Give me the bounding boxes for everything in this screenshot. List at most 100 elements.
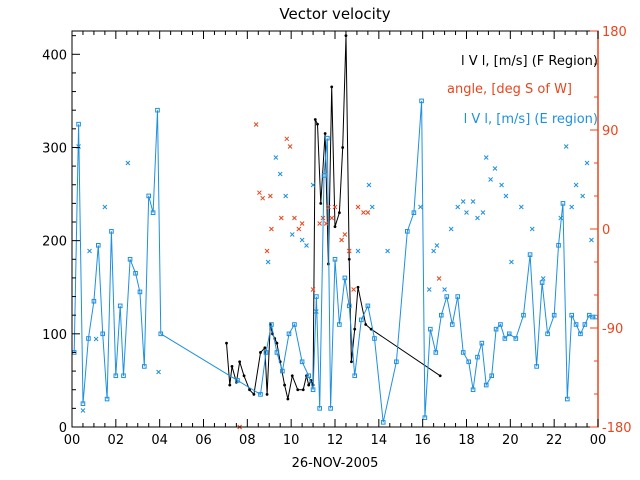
data-point [150, 210, 156, 215]
data-point [470, 387, 476, 393]
data-point [292, 215, 297, 221]
data-point [455, 204, 461, 210]
data-point [323, 132, 327, 135]
data-point [509, 259, 514, 265]
data-point [277, 171, 283, 177]
y-left-tick-label: 100 [42, 328, 67, 343]
data-point [361, 210, 366, 215]
data-point [475, 354, 480, 360]
data-point [310, 387, 316, 393]
y-left-tick-label: 400 [42, 48, 67, 63]
x-tick-label: 18 [458, 433, 475, 448]
data-point [275, 341, 279, 345]
data-point [329, 215, 335, 221]
data-point [342, 275, 348, 281]
x-tick-label: 12 [327, 433, 344, 448]
data-point [269, 226, 274, 232]
data-point [353, 327, 357, 331]
data-point [292, 322, 297, 327]
data-point [287, 144, 293, 149]
data-point [428, 326, 433, 332]
series-2 [71, 98, 599, 425]
data-point [263, 346, 267, 350]
data-point [521, 312, 526, 318]
series-line [226, 35, 441, 400]
data-point [539, 280, 545, 285]
data-point [449, 322, 455, 327]
data-point [442, 287, 447, 292]
y-right-tick-label: -180 [602, 421, 632, 436]
data-point [328, 406, 333, 411]
data-point [332, 256, 338, 262]
data-point [337, 322, 342, 327]
data-point [470, 199, 476, 204]
data-point [137, 289, 143, 295]
data-point [372, 336, 377, 341]
data-point [296, 388, 300, 392]
data-point [344, 34, 348, 38]
data-point [100, 331, 105, 337]
data-point [419, 98, 424, 104]
data-point [565, 396, 570, 402]
x-tick-label: 00 [590, 433, 607, 448]
data-point [310, 182, 316, 188]
data-point [350, 360, 353, 364]
data-point [265, 392, 269, 396]
data-point [325, 135, 330, 141]
data-point [242, 374, 246, 378]
data-point [301, 388, 305, 392]
data-point [104, 396, 110, 402]
data-point [438, 312, 444, 318]
data-point [369, 327, 373, 331]
data-point [258, 392, 263, 397]
data-point [563, 144, 569, 149]
data-point [499, 182, 504, 188]
y-left-tick-label: 0 [59, 421, 67, 436]
data-point [317, 221, 323, 226]
data-point [317, 406, 322, 411]
data-point [578, 331, 583, 337]
data-point [323, 221, 329, 226]
data-point [286, 331, 292, 337]
data-point [133, 270, 138, 276]
data-point [156, 369, 161, 375]
data-point [584, 160, 590, 166]
data-point [296, 226, 302, 232]
right-y-axis: -180 -90 0 90 180 [590, 25, 632, 436]
data-point [319, 201, 323, 205]
data-point [313, 118, 317, 121]
data-point [573, 322, 579, 327]
data-point [366, 182, 372, 188]
data-point [551, 312, 557, 318]
data-point [492, 166, 498, 171]
data-point [518, 204, 524, 210]
x-tick-label: 04 [151, 433, 168, 448]
x-tick-label: 22 [546, 433, 563, 448]
data-point [405, 229, 410, 234]
data-point [284, 136, 290, 142]
data-point [488, 177, 493, 182]
data-point [321, 173, 327, 178]
data-point [259, 351, 262, 354]
data-point [356, 285, 360, 289]
x-tick-label: 16 [414, 433, 431, 448]
series-line [73, 100, 596, 423]
data-point [314, 294, 319, 299]
y-left-tick-label: 300 [42, 141, 67, 156]
data-point [359, 317, 364, 323]
data-point [464, 210, 469, 215]
data-point [489, 373, 495, 379]
x-tick-label: 10 [283, 433, 300, 448]
data-point [299, 221, 305, 226]
data-point [310, 287, 316, 292]
data-point [342, 232, 348, 237]
data-point [493, 326, 499, 332]
data-point [304, 243, 309, 248]
data-point [498, 322, 503, 327]
data-point [102, 204, 108, 210]
data-point [316, 122, 319, 126]
data-point [257, 190, 262, 196]
legend-entry-f-region: l V l, [m/s] (F Region) [461, 54, 598, 69]
data-point [426, 287, 432, 292]
plot-series [71, 34, 599, 430]
